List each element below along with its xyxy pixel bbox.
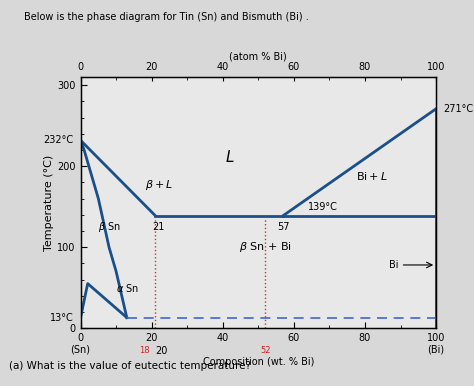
Text: $\beta$ Sn + Bi: $\beta$ Sn + Bi — [239, 240, 292, 254]
Text: $\beta + L$: $\beta + L$ — [145, 178, 173, 192]
Text: $\mathrm{Bi} + L$: $\mathrm{Bi} + L$ — [356, 170, 388, 182]
Text: 52: 52 — [260, 346, 271, 355]
Text: 13°C: 13°C — [50, 313, 73, 323]
Text: Below is the phase diagram for Tin (Sn) and Bismuth (Bi) .: Below is the phase diagram for Tin (Sn) … — [24, 12, 309, 22]
Text: 21: 21 — [153, 222, 165, 232]
Text: 271°C: 271°C — [443, 104, 474, 114]
Text: 232°C: 232°C — [43, 135, 73, 146]
Text: 20: 20 — [155, 346, 168, 356]
Text: 18: 18 — [139, 346, 150, 355]
X-axis label: Composition (wt. % Bi): Composition (wt. % Bi) — [203, 357, 314, 367]
Text: $\beta$ Sn: $\beta$ Sn — [98, 220, 120, 234]
Text: Bi: Bi — [389, 260, 398, 270]
Text: 139°C: 139°C — [308, 202, 338, 212]
Text: 57: 57 — [277, 222, 290, 232]
Text: $\alpha$ Sn: $\alpha$ Sn — [116, 282, 139, 294]
Y-axis label: Temperature (°C): Temperature (°C) — [45, 154, 55, 251]
Text: (a) What is the value of eutectic temperature?: (a) What is the value of eutectic temper… — [9, 361, 252, 371]
X-axis label: (atom % Bi): (atom % Bi) — [229, 52, 287, 61]
Text: $L$: $L$ — [225, 149, 235, 164]
